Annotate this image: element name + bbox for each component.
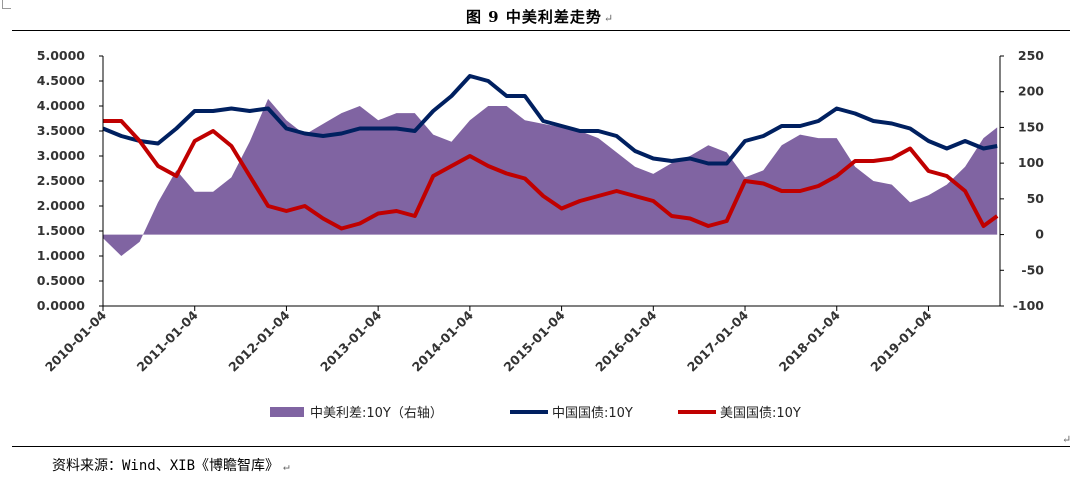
right-tick-label: 200	[1018, 84, 1044, 99]
bottom-rule	[12, 446, 1070, 447]
x-tick-label: 2018-01-04	[776, 307, 843, 374]
x-tick-label: 2011-01-04	[134, 307, 201, 374]
x-tick-label: 2016-01-04	[592, 307, 659, 374]
right-tick-label: 0	[1035, 227, 1044, 242]
left-tick-label: 0.5000	[37, 273, 86, 288]
right-tick-label: -100	[1013, 298, 1045, 313]
legend-swatch-spread	[270, 407, 304, 417]
legend-label: 美国国债:10Y	[720, 406, 801, 421]
return-mark-icon: ↵	[283, 460, 290, 473]
right-tick-label: 100	[1018, 155, 1044, 170]
left-tick-label: 3.0000	[37, 148, 86, 163]
left-tick-label: 5.0000	[37, 48, 86, 63]
left-tick-label: 2.0000	[37, 198, 86, 213]
x-tick-label: 2019-01-04	[867, 307, 934, 374]
china-10y-line	[102, 74, 998, 166]
x-tick-label: 2015-01-04	[501, 307, 568, 374]
right-tick-label: 150	[1018, 119, 1044, 134]
left-tick-label: 2.5000	[37, 173, 86, 188]
corner-mark	[2, 0, 11, 9]
spread-area	[103, 98, 998, 257]
return-mark-icon: ↵	[1062, 433, 1072, 446]
left-tick-label: 1.0000	[37, 248, 86, 263]
figure-title: 图 9 中美利差走势 ↵	[0, 6, 1080, 27]
x-tick-label: 2013-01-04	[317, 307, 384, 374]
right-tick-label: 250	[1018, 48, 1044, 63]
x-tick-label: 2014-01-04	[409, 307, 476, 374]
x-tick-label: 2012-01-04	[225, 307, 292, 374]
left-tick-label: 1.5000	[37, 223, 86, 238]
x-tick-label: 2017-01-04	[684, 307, 751, 374]
right-tick-label: -50	[1021, 262, 1044, 277]
source-note: 资料来源：Wind、XIB《博瞻智库》 ↵	[52, 455, 290, 475]
x-tick-label: 2010-01-04	[42, 307, 109, 374]
us-10y-line	[103, 119, 999, 231]
left-tick-label: 0.0000	[37, 298, 86, 313]
legend-label: 中国国债:10Y	[552, 406, 633, 421]
left-tick-label: 4.5000	[37, 73, 86, 88]
return-mark-icon: ↵	[603, 12, 615, 25]
figure-title-text: 图 9 中美利差走势	[465, 8, 602, 26]
right-tick-label: 50	[1027, 191, 1045, 206]
legend-label: 中美利差:10Y（右轴）	[310, 406, 443, 421]
top-rule	[12, 30, 1070, 31]
source-note-text: 资料来源：Wind、XIB《博瞻智库》	[52, 458, 280, 474]
left-tick-label: 3.5000	[37, 123, 86, 138]
rate-spread-chart: 0.0000 0.5000 1.0000 1.5000 2.0000 2.5000 3.00…	[37, 48, 1045, 421]
left-tick-label: 4.0000	[37, 98, 86, 113]
